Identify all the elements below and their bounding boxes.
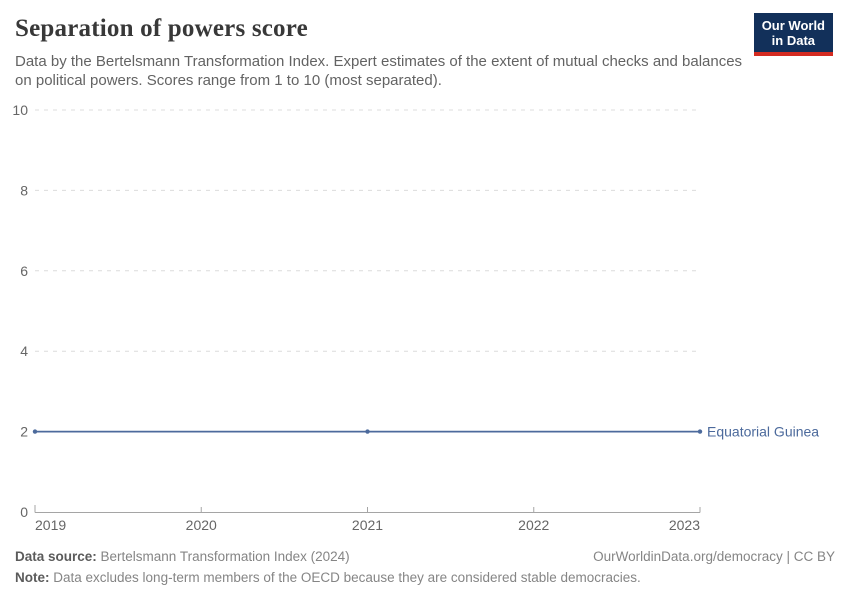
- owid-logo[interactable]: Our World in Data: [753, 13, 833, 56]
- y-tick-label-10: 10: [12, 102, 28, 118]
- chart-subtitle: Data by the Bertelsmann Transformation I…: [15, 53, 743, 89]
- data-source-value: Bertelsmann Transformation Index (2024): [96, 549, 350, 564]
- owid-logo-line2: in Data: [771, 33, 816, 48]
- x-tick-label-2022: 2022: [518, 517, 549, 533]
- data-point-Equatorial Guinea-2021[interactable]: [365, 429, 370, 434]
- y-tick-label-4: 4: [20, 343, 28, 359]
- footer-note-row: Note: Data excludes long-term members of…: [15, 567, 835, 588]
- data-source-text: Data source: Bertelsmann Transformation …: [15, 546, 350, 567]
- x-tick-label-2019: 2019: [35, 517, 66, 533]
- x-tick-label-2021: 2021: [352, 517, 383, 533]
- note-label: Note:: [15, 570, 50, 585]
- x-tick-label-2023: 2023: [669, 517, 700, 533]
- note-value: Data excludes long-term members of the O…: [49, 570, 641, 585]
- entity-label-Equatorial Guinea[interactable]: Equatorial Guinea: [707, 424, 819, 440]
- y-tick-label-0: 0: [20, 504, 28, 520]
- footer-source-row: Data source: Bertelsmann Transformation …: [15, 546, 835, 567]
- x-tick-label-2020: 2020: [186, 517, 217, 533]
- note-text: Note: Data excludes long-term members of…: [15, 570, 641, 585]
- chart-footer: Data source: Bertelsmann Transformation …: [15, 546, 835, 588]
- y-tick-label-2: 2: [20, 424, 28, 440]
- data-point-Equatorial Guinea-2023[interactable]: [697, 429, 703, 434]
- data-source-label: Data source:: [15, 549, 97, 564]
- y-tick-label-6: 6: [20, 263, 28, 279]
- y-tick-label-8: 8: [20, 182, 28, 198]
- data-point-Equatorial Guinea-2019[interactable]: [32, 429, 38, 434]
- owid-logo-line1: Our World: [761, 18, 825, 33]
- chart-title: Separation of powers score: [15, 15, 308, 42]
- owid-license-link[interactable]: OurWorldinData.org/democracy | CC BY: [593, 549, 835, 564]
